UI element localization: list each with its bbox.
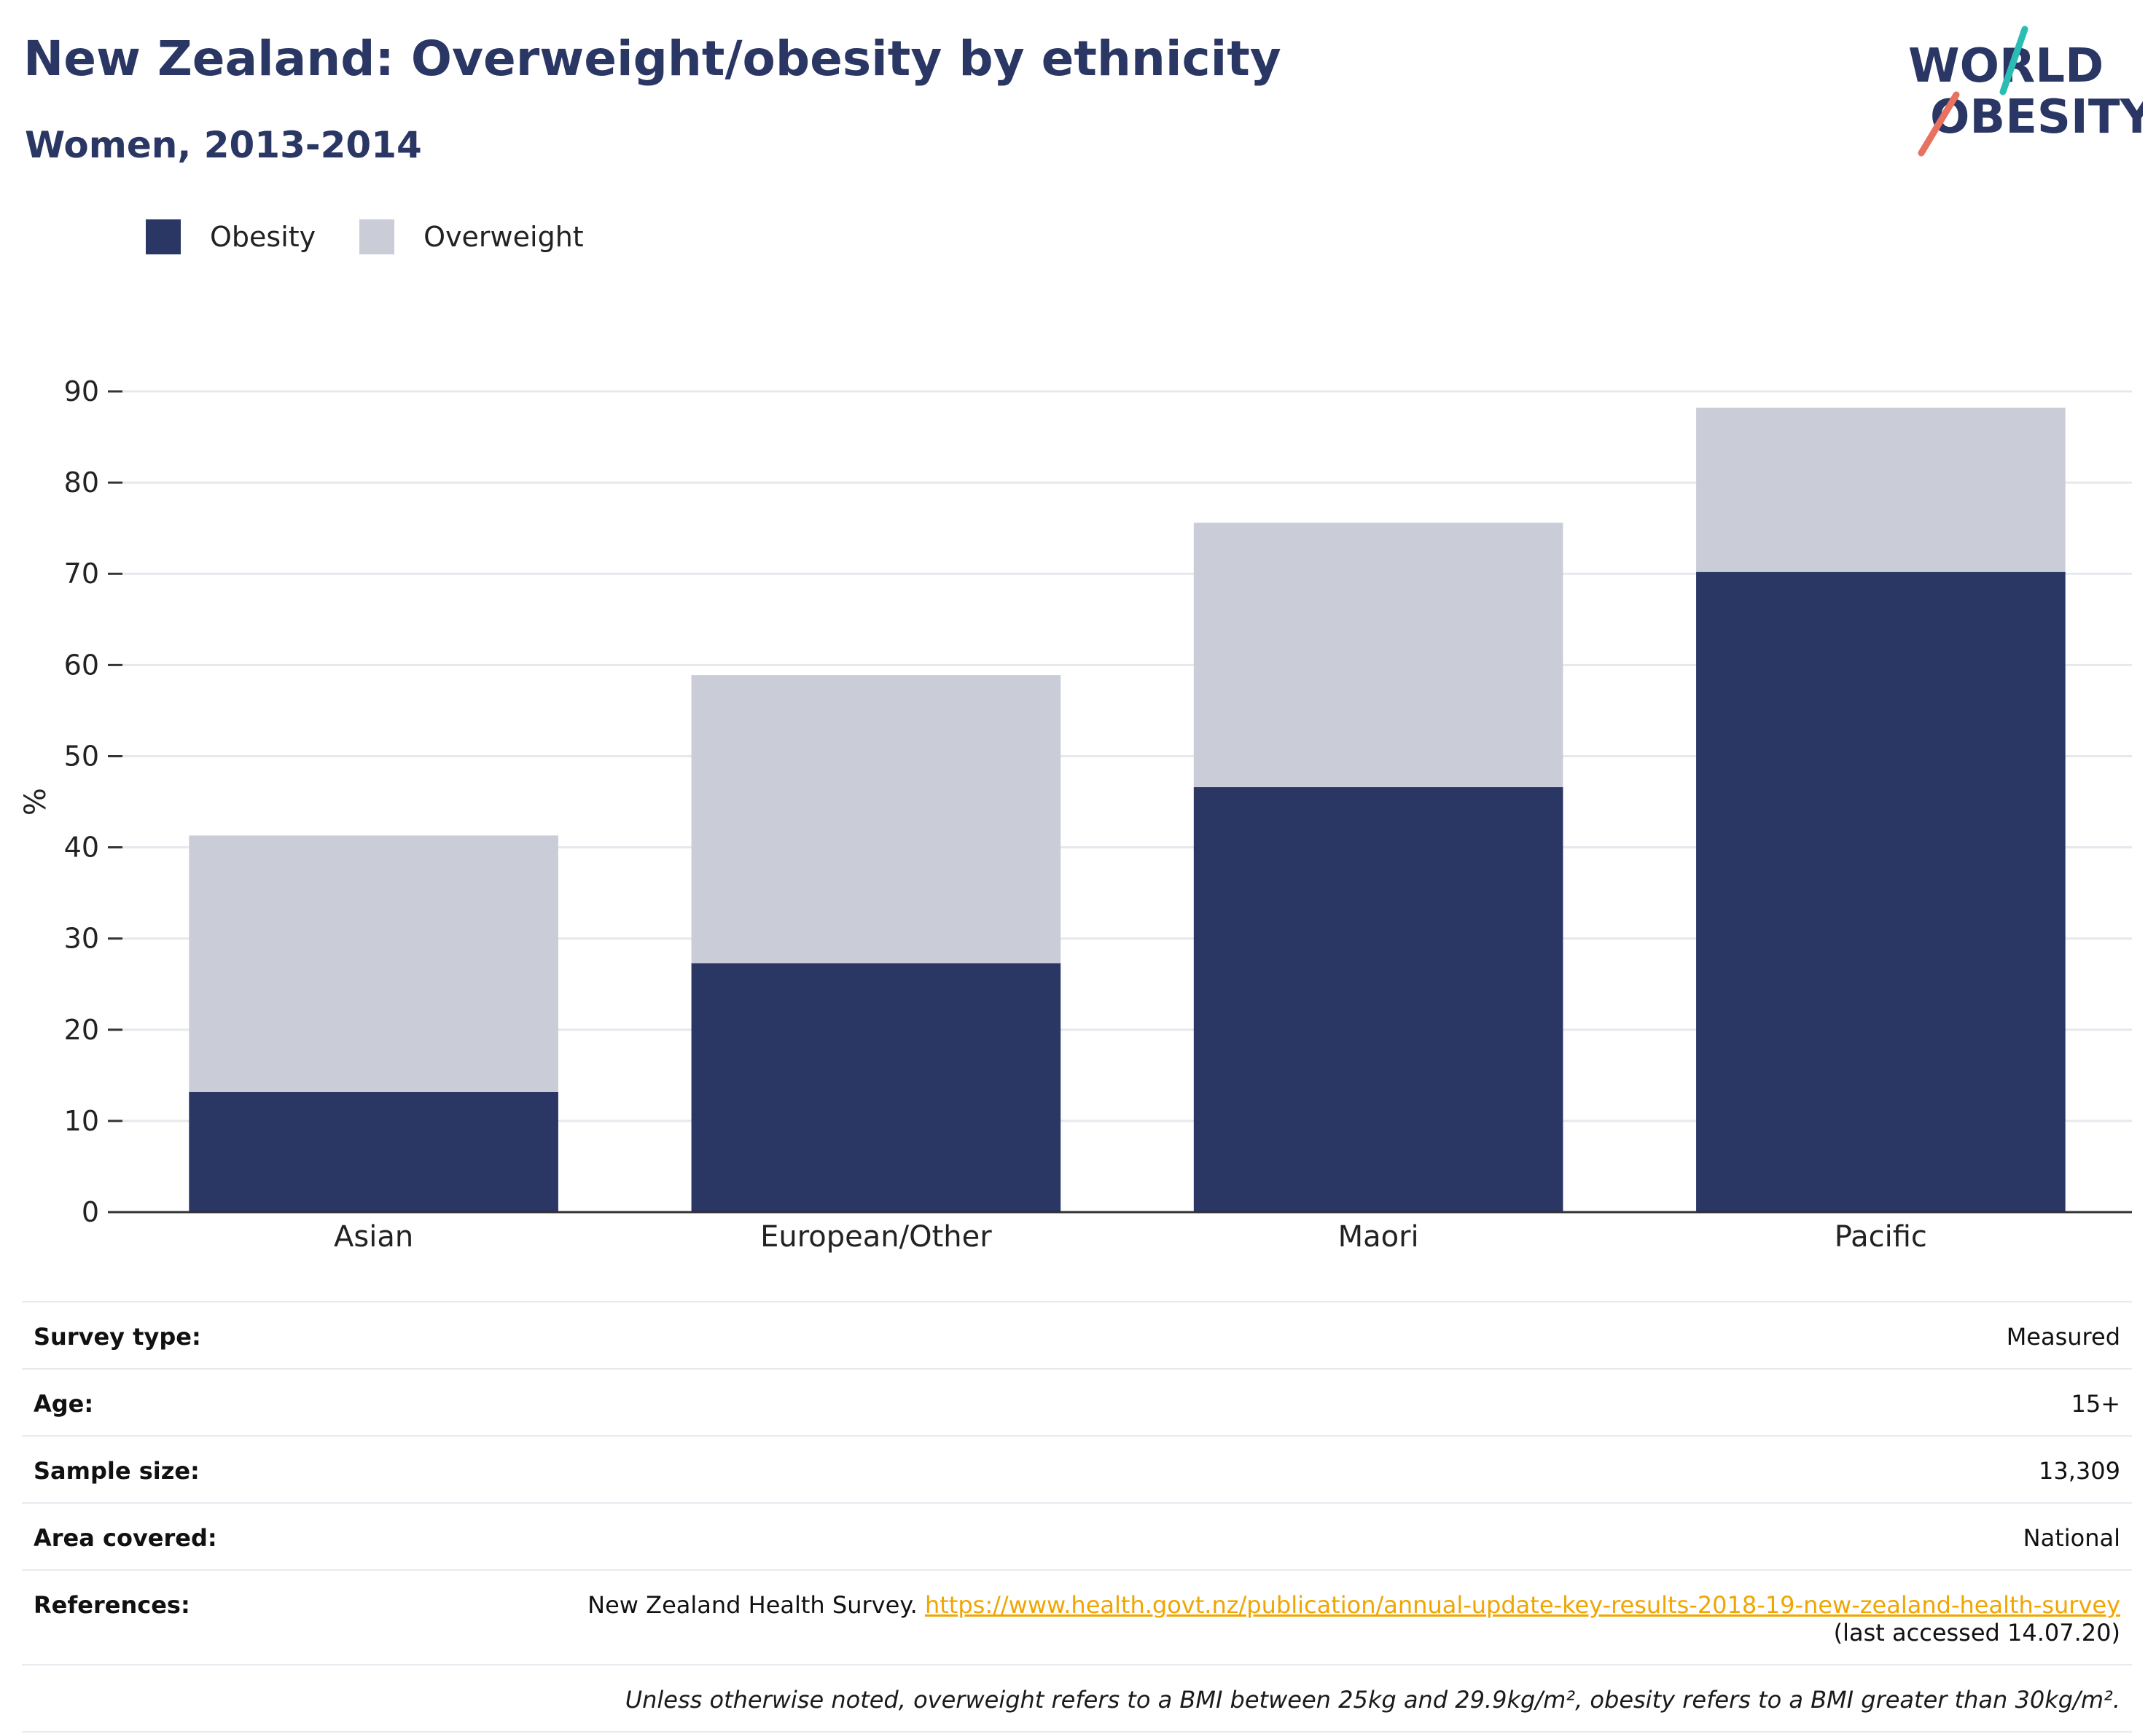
bar-obesity-pacific <box>1696 571 2066 1212</box>
page-title: New Zealand: Overweight/obesity by ethni… <box>23 31 1281 87</box>
legend-swatch-obesity <box>146 219 181 254</box>
legend-label-overweight: Overweight <box>423 221 584 253</box>
y-tick-label-90: 90 <box>64 375 99 407</box>
survey-type-label: Survey type: <box>34 1323 201 1351</box>
legend-swatch-overweight <box>359 219 395 254</box>
y-tick-label-50: 50 <box>64 740 99 772</box>
bar-overweight-maori <box>1193 523 1563 787</box>
references-value: New Zealand Health Survey. https://www.h… <box>587 1591 2120 1647</box>
survey-type-value: Measured <box>2006 1323 2120 1351</box>
x-tick-label-maori: Maori <box>1338 1220 1419 1254</box>
stacked-bar-chart: 0 10 20 30 40 50 60 70 80 90% Asian European/Other M… <box>19 375 2132 1254</box>
y-tick-label-60: 60 <box>64 649 99 681</box>
info-row-note: Unless otherwise noted, overweight refer… <box>22 1664 2132 1733</box>
legend-label-obesity: Obesity <box>210 221 316 253</box>
y-tick-label-20: 20 <box>64 1014 99 1046</box>
y-tick-label-10: 10 <box>64 1105 99 1137</box>
info-row-age: Age: 15+ <box>22 1368 2132 1435</box>
area-label: Area covered: <box>34 1524 217 1552</box>
x-tick-label-european-other: European/Other <box>760 1220 992 1254</box>
legend-item-overweight[interactable]: Overweight <box>359 219 584 254</box>
info-row-area: Area covered: National <box>22 1502 2132 1569</box>
age-label: Age: <box>34 1390 94 1418</box>
chart-legend: Obesity Overweight <box>146 215 628 259</box>
age-value: 15+ <box>2071 1390 2120 1418</box>
y-tick-label-40: 40 <box>64 832 99 864</box>
x-tick-label-asian: Asian <box>334 1220 413 1254</box>
survey-info-table: Survey type: Measured Age: 15+ Sample si… <box>22 1301 2132 1733</box>
bar-obesity-maori <box>1193 786 1563 1212</box>
bar-obesity-european-other <box>691 963 1061 1212</box>
area-value: National <box>2023 1524 2120 1552</box>
sample-size-label: Sample size: <box>34 1457 200 1485</box>
world-obesity-logo: WORLD OBESITY <box>1908 26 2143 157</box>
references-accessed: (last accessed 14.07.20) <box>1833 1619 2120 1647</box>
bar-overweight-pacific <box>1696 407 2066 572</box>
legend-item-obesity[interactable]: Obesity <box>146 219 316 254</box>
bmi-definition-note: Unless otherwise noted, overweight refer… <box>625 1686 2120 1714</box>
y-axis-label: % <box>19 788 52 816</box>
y-tick-label-0: 0 <box>82 1196 99 1228</box>
info-row-sample-size: Sample size: 13,309 <box>22 1435 2132 1502</box>
y-tick-label-80: 80 <box>64 466 99 499</box>
logo-line2: OBESITY <box>1930 90 2143 144</box>
references-link[interactable]: https://www.health.govt.nz/publication/a… <box>924 1591 2120 1619</box>
page-subtitle: Women, 2013-2014 <box>25 124 422 166</box>
references-label: References: <box>34 1591 190 1619</box>
bar-overweight-asian <box>189 835 558 1092</box>
y-tick-label-30: 30 <box>64 923 99 955</box>
info-row-references: References: New Zealand Health Survey. h… <box>22 1569 2132 1664</box>
bar-obesity-asian <box>189 1091 558 1212</box>
logo-slash-teal-icon <box>1999 26 2028 95</box>
info-row-survey-type: Survey type: Measured <box>22 1301 2132 1368</box>
y-tick-label-70: 70 <box>64 558 99 590</box>
sample-size-value: 13,309 <box>2039 1457 2120 1485</box>
references-text: New Zealand Health Survey. <box>587 1591 918 1619</box>
bar-overweight-european-other <box>691 675 1061 964</box>
x-tick-label-pacific: Pacific <box>1835 1220 1927 1254</box>
logo-slash-coral-icon <box>1918 91 1960 157</box>
